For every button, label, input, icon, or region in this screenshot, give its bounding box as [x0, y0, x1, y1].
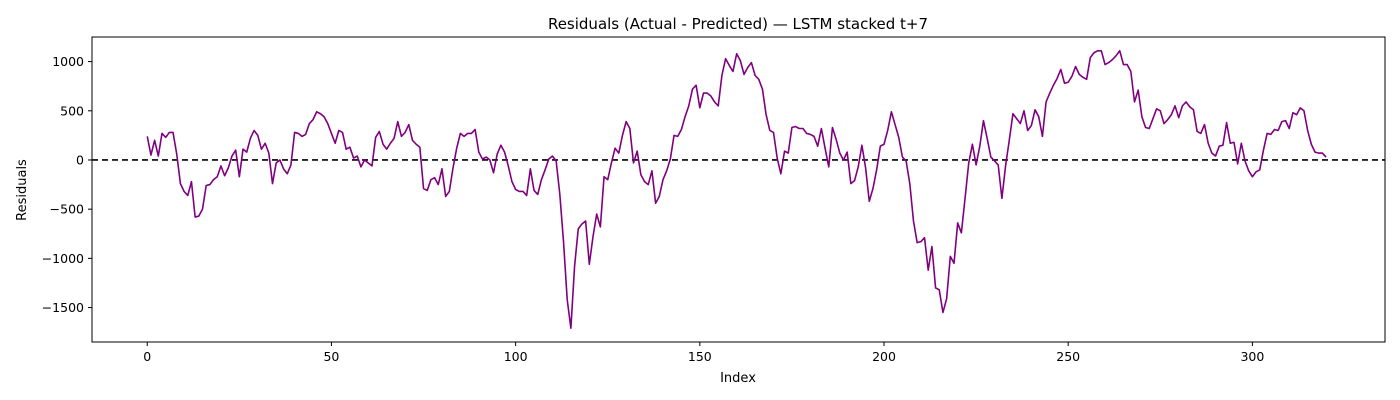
y-tick-label: 1000: [52, 54, 84, 69]
x-tick-label: 300: [1240, 349, 1264, 364]
y-tick-label: −1500: [42, 300, 84, 315]
y-tick-label: −500: [50, 202, 84, 217]
y-tick-label: 0: [76, 152, 84, 167]
x-axis: 0 50 100 150 200 250 300: [143, 342, 1264, 364]
x-tick-label: 0: [143, 349, 151, 364]
series-line-residuals: [146, 49, 1327, 330]
x-tick-label: 250: [1056, 349, 1080, 364]
chart-title: Residuals (Actual - Predicted) — LSTM st…: [548, 15, 928, 33]
plot-frame: [91, 36, 1386, 343]
x-tick-label: 100: [504, 349, 528, 364]
x-tick-label: 150: [688, 349, 712, 364]
y-tick-label: −1000: [42, 251, 84, 266]
plot-area: [92, 49, 1385, 330]
x-tick-label: 50: [323, 349, 339, 364]
x-axis-label: Index: [720, 371, 756, 386]
y-axis-label: Residuals: [15, 159, 30, 221]
x-tick-label: 200: [872, 349, 896, 364]
y-tick-label: 500: [60, 103, 84, 118]
y-axis: −1500 −1000 −500 0 500 1000: [42, 54, 92, 315]
